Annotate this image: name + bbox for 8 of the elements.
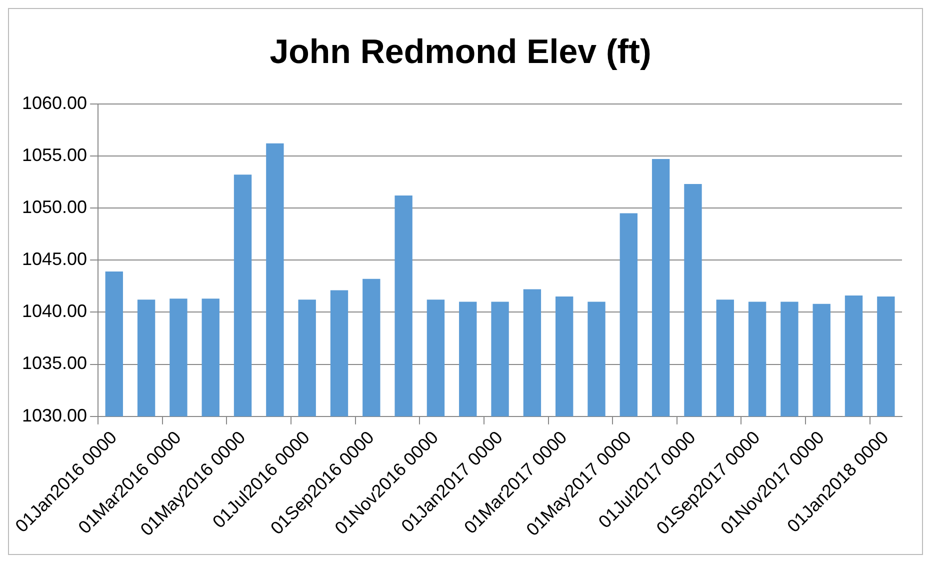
y-tick-label: 1050.00 xyxy=(22,196,88,217)
y-tick-label: 1055.00 xyxy=(22,144,88,165)
y-tick-label: 1040.00 xyxy=(22,301,88,322)
y-tick-label: 1060.00 xyxy=(22,92,88,113)
chart-title: John Redmond Elev (ft) xyxy=(270,32,652,71)
y-tick-label: 1045.00 xyxy=(22,249,88,270)
y-tick-label: 1030.00 xyxy=(22,405,88,426)
y-tick-label: 1035.00 xyxy=(22,353,88,374)
